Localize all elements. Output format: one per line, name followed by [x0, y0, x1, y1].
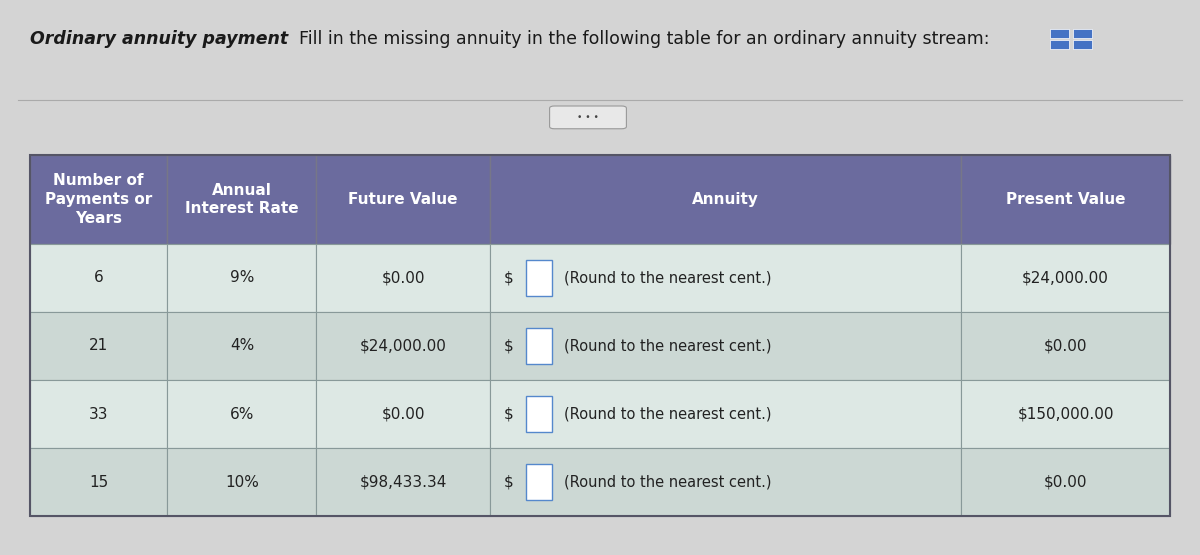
Text: $: $ [504, 475, 514, 490]
Bar [961, 244, 1170, 312]
Text: 6: 6 [94, 270, 103, 285]
Text: 10%: 10% [224, 475, 259, 490]
Bar [490, 448, 961, 516]
Bar [317, 448, 490, 516]
Bar [1073, 39, 1092, 48]
Bar [317, 380, 490, 448]
Bar [1050, 29, 1069, 38]
Bar [167, 380, 317, 448]
Text: Annual
Interest Rate: Annual Interest Rate [185, 183, 299, 216]
Text: 33: 33 [89, 406, 108, 421]
Bar [490, 380, 961, 448]
Bar [490, 155, 961, 244]
Text: $150,000.00: $150,000.00 [1018, 406, 1114, 421]
Bar [526, 465, 552, 500]
Text: 21: 21 [89, 339, 108, 354]
Text: $0.00: $0.00 [1044, 339, 1087, 354]
Bar [961, 312, 1170, 380]
Text: $0.00: $0.00 [1044, 475, 1087, 490]
Text: $0.00: $0.00 [382, 406, 425, 421]
Bar [30, 244, 167, 312]
Bar [317, 155, 490, 244]
Bar [490, 244, 961, 312]
Text: (Round to the nearest cent.): (Round to the nearest cent.) [564, 270, 772, 285]
Bar [526, 328, 552, 364]
Text: (Round to the nearest cent.): (Round to the nearest cent.) [564, 339, 772, 354]
Text: Present Value: Present Value [1006, 192, 1126, 207]
Text: $: $ [504, 270, 514, 285]
Bar [30, 155, 1170, 516]
Bar [961, 380, 1170, 448]
Bar [961, 155, 1170, 244]
Text: (Round to the nearest cent.): (Round to the nearest cent.) [564, 475, 772, 490]
Text: Fill in the missing annuity in the following table for an ordinary annuity strea: Fill in the missing annuity in the follo… [288, 30, 990, 48]
Text: $24,000.00: $24,000.00 [360, 339, 446, 354]
Bar [167, 155, 317, 244]
FancyBboxPatch shape [550, 106, 626, 129]
Text: $: $ [504, 406, 514, 421]
Text: $98,433.34: $98,433.34 [359, 475, 446, 490]
Bar [30, 312, 167, 380]
Bar [30, 380, 167, 448]
Text: $24,000.00: $24,000.00 [1022, 270, 1109, 285]
Text: 6%: 6% [229, 406, 254, 421]
Bar [526, 396, 552, 432]
Text: (Round to the nearest cent.): (Round to the nearest cent.) [564, 406, 772, 421]
Text: Number of
Payments or
Years: Number of Payments or Years [46, 174, 152, 226]
Text: 9%: 9% [229, 270, 254, 285]
Text: Annuity: Annuity [692, 192, 758, 207]
Text: 15: 15 [89, 475, 108, 490]
Text: $0.00: $0.00 [382, 270, 425, 285]
Bar [167, 448, 317, 516]
Bar [167, 312, 317, 380]
Text: $: $ [504, 339, 514, 354]
Bar [30, 155, 167, 244]
Text: • • •: • • • [577, 113, 599, 122]
Bar [167, 244, 317, 312]
Bar [317, 312, 490, 380]
Bar [490, 312, 961, 380]
Bar [961, 448, 1170, 516]
Text: Ordinary annuity payment: Ordinary annuity payment [30, 30, 288, 48]
Text: 4%: 4% [229, 339, 254, 354]
Bar [30, 448, 167, 516]
Text: Future Value: Future Value [348, 192, 457, 207]
Bar [1073, 29, 1092, 38]
Bar [1050, 39, 1069, 48]
Bar [317, 244, 490, 312]
Bar [526, 260, 552, 295]
